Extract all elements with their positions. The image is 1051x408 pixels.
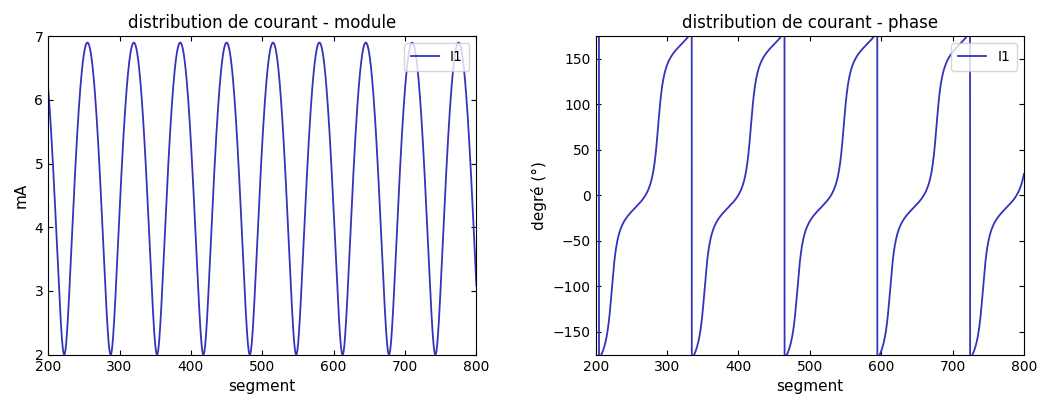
I1 (667, 51, 680, 55)
Legend: I1: I1 (951, 43, 1017, 71)
I1 (868, 34, 881, 39)
I1 (964, 357, 976, 361)
I1 (909, 204, 922, 208)
I1 (754, 64, 766, 69)
Line: I1: I1 (48, 42, 476, 355)
I1 (206, 218, 219, 223)
Y-axis label: mA: mA (14, 183, 28, 208)
I1 (394, 159, 407, 164)
I1 (1017, 172, 1030, 177)
I1 (362, 44, 374, 49)
X-axis label: segment: segment (229, 379, 296, 394)
I1 (590, 34, 602, 39)
I1 (470, 284, 482, 288)
Title: distribution de courant - module: distribution de courant - module (128, 14, 396, 32)
X-axis label: segment: segment (777, 379, 844, 394)
I1 (313, 40, 326, 45)
I1 (593, 29, 605, 34)
Title: distribution de courant - phase: distribution de courant - phase (682, 14, 937, 32)
I1 (846, 63, 859, 68)
I1 (42, 86, 55, 91)
I1 (942, 57, 954, 62)
I1 (321, 90, 333, 95)
Y-axis label: degré (°): degré (°) (531, 161, 548, 230)
Line: I1: I1 (596, 32, 1024, 359)
I1 (120, 94, 132, 99)
Legend: I1: I1 (404, 43, 470, 71)
I1 (104, 352, 117, 357)
I1 (298, 210, 311, 215)
